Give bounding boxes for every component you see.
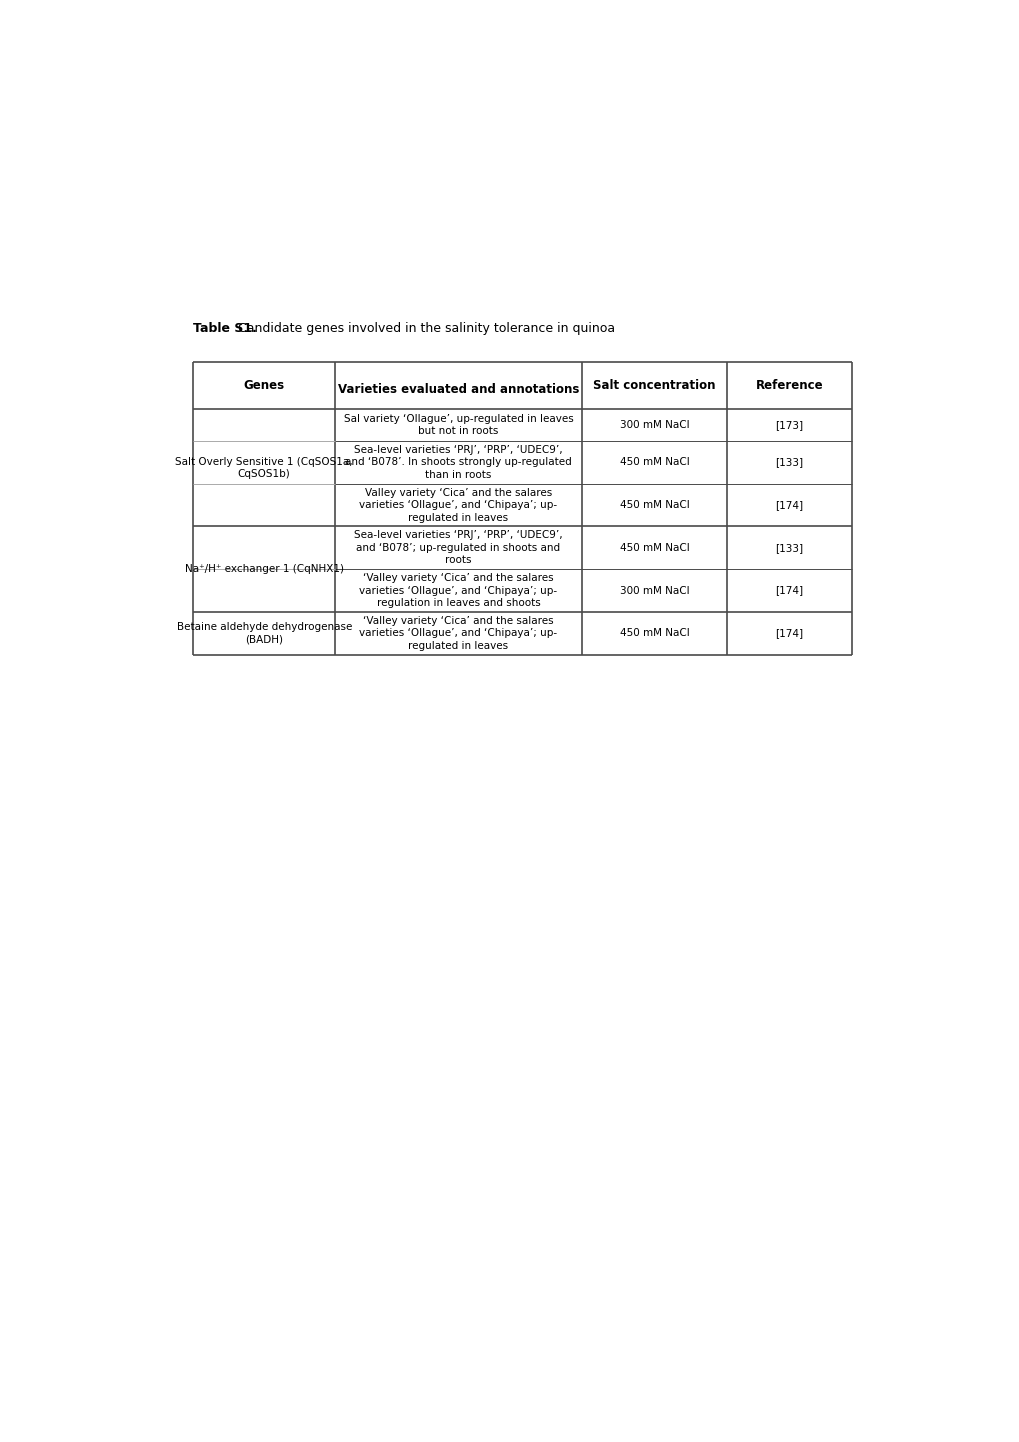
- Text: 300 mM NaCl: 300 mM NaCl: [620, 585, 689, 596]
- Text: Candidate genes involved in the salinity tolerance in quinoa: Candidate genes involved in the salinity…: [233, 322, 614, 335]
- Text: 450 mM NaCl: 450 mM NaCl: [619, 629, 689, 639]
- Text: Table S1.: Table S1.: [194, 322, 257, 335]
- Text: Sea-level varieties ‘PRJ’, ‘PRP’, ‘UDEC9’,
and ‘B078’. In shoots strongly up-reg: Sea-level varieties ‘PRJ’, ‘PRP’, ‘UDEC9…: [344, 446, 572, 480]
- Text: Reference: Reference: [755, 379, 822, 392]
- Text: Sea-level varieties ‘PRJ’, ‘PRP’, ‘UDEC9’,
and ‘B078’; up-regulated in shoots an: Sea-level varieties ‘PRJ’, ‘PRP’, ‘UDEC9…: [354, 531, 562, 565]
- Text: 450 mM NaCl: 450 mM NaCl: [619, 542, 689, 552]
- Text: Valley variety ‘Cica’ and the salares
varieties ‘Ollague’, and ‘Chipaya’; up-
re: Valley variety ‘Cica’ and the salares va…: [359, 487, 557, 522]
- Text: [133]: [133]: [774, 542, 803, 552]
- Text: Sal variety ‘Ollague’, up-regulated in leaves
but not in roots: Sal variety ‘Ollague’, up-regulated in l…: [343, 414, 573, 437]
- Text: 450 mM NaCl: 450 mM NaCl: [619, 500, 689, 510]
- Text: Salt concentration: Salt concentration: [593, 379, 715, 392]
- Text: ‘Valley variety ‘Cica’ and the salares
varieties ‘Ollague’, and ‘Chipaya’; up-
r: ‘Valley variety ‘Cica’ and the salares v…: [359, 616, 557, 650]
- Text: [173]: [173]: [774, 420, 803, 430]
- Text: [133]: [133]: [774, 457, 803, 467]
- Text: Genes: Genes: [244, 379, 284, 392]
- Text: 300 mM NaCl: 300 mM NaCl: [620, 420, 689, 430]
- Text: [174]: [174]: [774, 500, 803, 510]
- Text: Na⁺/H⁺ exchanger 1 (CqNHX1): Na⁺/H⁺ exchanger 1 (CqNHX1): [184, 564, 343, 574]
- Text: Varieties evaluated and annotations: Varieties evaluated and annotations: [337, 384, 579, 397]
- Text: [174]: [174]: [774, 585, 803, 596]
- Text: ‘Valley variety ‘Cica’ and the salares
varieties ‘Ollague’, and ‘Chipaya’; up-
r: ‘Valley variety ‘Cica’ and the salares v…: [359, 572, 557, 609]
- Text: 450 mM NaCl: 450 mM NaCl: [619, 457, 689, 467]
- Text: Salt Overly Sensitive 1 (CqSOS1a,
CqSOS1b): Salt Overly Sensitive 1 (CqSOS1a, CqSOS1…: [175, 457, 353, 479]
- Text: [174]: [174]: [774, 629, 803, 639]
- Text: Betaine aldehyde dehydrogenase
(BADH): Betaine aldehyde dehydrogenase (BADH): [176, 622, 352, 645]
